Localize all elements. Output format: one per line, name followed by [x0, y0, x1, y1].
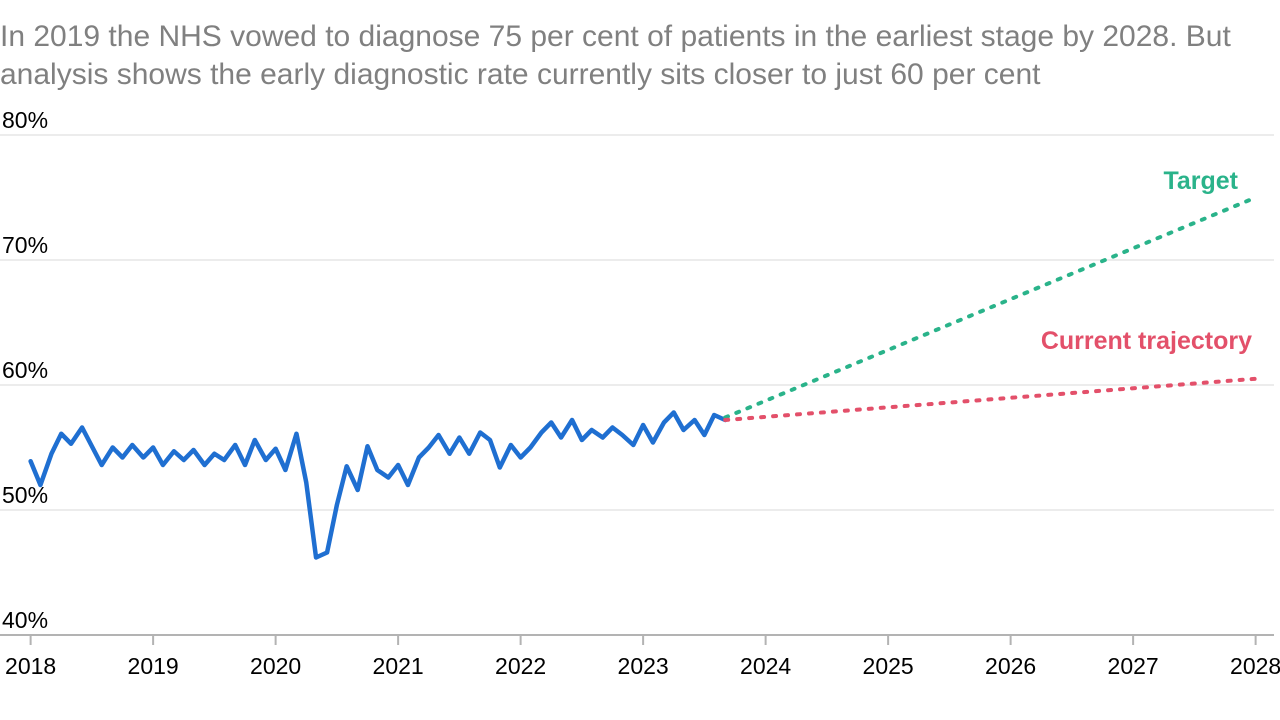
x-tick-label: 2028	[1230, 653, 1280, 680]
chart-area: 40% 50% 60% 70% 80% 2018 2019 2020 2021 2022 2023…	[0, 105, 1280, 705]
series-label-target: Target	[1163, 167, 1238, 196]
chart-svg	[0, 105, 1280, 705]
x-tick-label: 2018	[5, 653, 56, 680]
x-tick-label: 2027	[1108, 653, 1159, 680]
y-tick-label: 70%	[2, 232, 48, 259]
chart-subtitle: In 2019 the NHS vowed to diagnose 75 per…	[0, 18, 1270, 93]
series-label-current-trajectory: Current trajectory	[1041, 327, 1252, 356]
y-tick-label: 50%	[2, 482, 48, 509]
y-tick-label: 80%	[2, 107, 48, 134]
y-tick-label: 60%	[2, 357, 48, 384]
x-tick-label: 2026	[985, 653, 1036, 680]
x-tick-label: 2019	[128, 653, 179, 680]
y-tick-label: 40%	[2, 607, 48, 634]
x-tick-label: 2025	[863, 653, 914, 680]
x-tick-label: 2021	[373, 653, 424, 680]
x-tick-label: 2022	[495, 653, 546, 680]
x-tick-label: 2024	[740, 653, 791, 680]
x-tick-label: 2020	[250, 653, 301, 680]
x-tick-label: 2023	[618, 653, 669, 680]
